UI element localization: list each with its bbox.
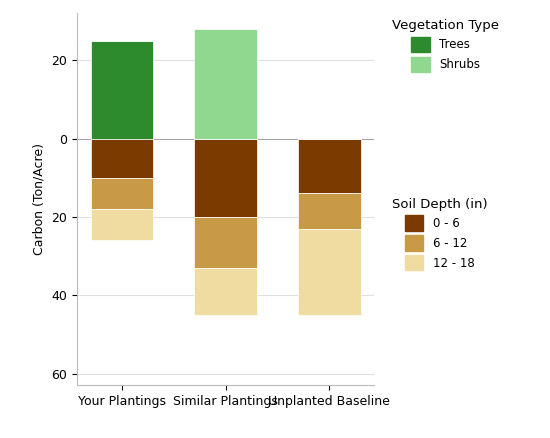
Bar: [91, 178, 153, 209]
Bar: [194, 29, 257, 138]
Legend: 0 - 6, 6 - 12, 12 - 18: 0 - 6, 6 - 12, 12 - 18: [392, 198, 487, 270]
Bar: [298, 138, 360, 194]
Bar: [91, 209, 153, 240]
Bar: [298, 229, 360, 315]
Bar: [194, 268, 257, 315]
Bar: [298, 194, 360, 229]
Bar: [194, 138, 257, 217]
Bar: [194, 217, 257, 268]
Bar: [91, 41, 153, 138]
Y-axis label: Carbon (Ton/Acre): Carbon (Ton/Acre): [33, 143, 46, 255]
Bar: [91, 138, 153, 178]
